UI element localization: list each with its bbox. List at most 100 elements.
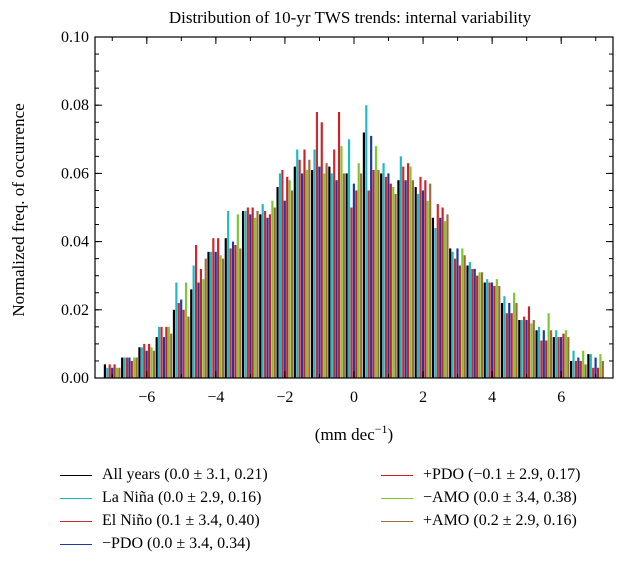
bar-series-5-bin-27 [582, 350, 585, 378]
legend-swatch [60, 497, 92, 499]
bar-series-1-bin-26 [555, 330, 558, 378]
bar-series-4-bin-9 [268, 214, 272, 378]
bar-series-2-bin-3 [160, 326, 163, 378]
bar-series-2-bin-21 [471, 268, 474, 378]
bar-series-0-bin-2 [138, 347, 141, 378]
bars-group [103, 105, 604, 379]
bar-series-6-bin-21 [480, 272, 484, 378]
bar-series-3-bin-19 [439, 217, 442, 378]
bar-series-6-bin-13 [342, 173, 345, 378]
bar-series-5-bin-21 [478, 272, 481, 378]
bar-series-4-bin-2 [148, 343, 151, 378]
bar-series-4-bin-24 [527, 306, 531, 378]
bar-series-4-bin-18 [424, 180, 427, 378]
y-axis-label: Normalized freq. of occurrence [9, 103, 28, 316]
bar-series-1-bin-24 [520, 320, 523, 378]
bar-series-2-bin-20 [453, 258, 457, 378]
bar-series-2-bin-10 [281, 169, 284, 378]
bar-series-1-bin-6 [209, 251, 212, 378]
bar-series-5-bin-14 [357, 163, 360, 378]
bar-series-1-bin-13 [330, 173, 333, 378]
x-axis-label-main: (mm dec [315, 425, 375, 444]
bar-series-3-bin-3 [162, 337, 166, 378]
bar-series-2-bin-11 [298, 159, 301, 378]
bar-series-5-bin-8 [254, 217, 257, 378]
bar-series-1-bin-25 [537, 326, 541, 378]
bar-series-6-bin-11 [308, 159, 311, 378]
bar-series-2-bin-15 [367, 190, 370, 378]
y-tick-label: 0.02 [61, 302, 89, 319]
bar-series-0-bin-23 [500, 302, 504, 378]
legend-label: El Niño (0.1 ± 3.4, 0.40) [102, 512, 260, 529]
bar-series-6-bin-5 [204, 258, 207, 378]
legend-label: −AMO (0.0 ± 3.4, 0.38) [423, 489, 577, 506]
bar-series-4-bin-25 [545, 340, 548, 378]
legend-label: −PDO (0.0 ± 3.4, 0.34) [102, 535, 251, 552]
bar-series-6-bin-22 [498, 285, 501, 378]
bar-series-4-bin-5 [199, 268, 202, 378]
legend-item-plus-pdo: +PDO (−0.1 ± 2.9, 0.17) [381, 464, 581, 486]
bar-series-1-bin-0 [106, 367, 109, 378]
bar-series-6-bin-1 [135, 357, 138, 378]
bar-series-0-bin-13 [328, 166, 331, 378]
bar-series-5-bin-19 [443, 221, 447, 378]
bar-series-3-bin-21 [473, 268, 476, 378]
bar-series-1-bin-3 [158, 326, 161, 378]
bar-series-2-bin-1 [125, 357, 129, 378]
bar-series-2-bin-5 [194, 245, 198, 378]
bar-series-1-bin-17 [399, 156, 402, 378]
bar-series-3-bin-6 [214, 251, 217, 378]
bar-series-0-bin-26 [552, 337, 555, 378]
bar-series-4-bin-7 [234, 245, 237, 378]
bar-series-6-bin-20 [463, 255, 466, 378]
bar-series-3-bin-9 [266, 217, 269, 378]
bar-series-3-bin-26 [559, 337, 563, 378]
bar-series-5-bin-13 [340, 146, 343, 378]
bar-series-6-bin-23 [515, 302, 518, 378]
bar-series-6-bin-27 [584, 364, 587, 378]
bar-series-5-bin-10 [288, 180, 291, 378]
bar-series-0-bin-17 [397, 180, 400, 378]
x-tick-label: −6 [138, 389, 155, 406]
bar-series-1-bin-19 [434, 227, 437, 378]
bar-series-3-bin-14 [352, 183, 355, 378]
bar-series-2-bin-0 [108, 364, 111, 378]
bar-series-6-bin-15 [377, 169, 380, 378]
bar-series-3-bin-11 [300, 173, 304, 378]
bar-series-2-bin-18 [419, 176, 422, 378]
bar-series-5-bin-4 [184, 282, 188, 378]
bar-series-4-bin-4 [182, 309, 185, 378]
bar-series-6-bin-19 [446, 214, 449, 378]
bar-series-6-bin-8 [256, 210, 259, 378]
bar-series-1-bin-28 [589, 354, 592, 378]
legend-label: +PDO (−0.1 ± 2.9, 0.17) [423, 466, 581, 483]
legend-swatch [381, 474, 413, 476]
bar-series-4-bin-15 [372, 169, 375, 378]
legend-item-minus-pdo: −PDO (0.0 ± 3.4, 0.34) [60, 533, 250, 555]
bar-series-6-bin-0 [118, 367, 121, 378]
legend-label: +AMO (0.2 ± 2.9, 0.16) [423, 512, 577, 529]
bar-series-1-bin-23 [503, 296, 506, 378]
bar-series-2-bin-24 [523, 316, 526, 378]
bar-series-4-bin-21 [476, 275, 479, 378]
axes-group: 0.00 0.02 0.04 0.06 0.08 0.10 −6 −4 −2 0 2 4 6 [61, 29, 613, 406]
bar-series-6-bin-9 [273, 207, 276, 378]
bar-series-6-bin-12 [325, 163, 328, 378]
x-tick-label: −2 [276, 389, 293, 406]
bar-series-1-bin-18 [417, 193, 420, 378]
bar-series-6-bin-10 [290, 190, 294, 378]
legend-swatch [60, 474, 92, 476]
legend-swatch [381, 520, 413, 522]
bar-series-0-bin-25 [535, 330, 538, 378]
bar-series-6-bin-6 [221, 258, 225, 378]
x-axis-label-close: ) [388, 425, 394, 444]
y-tick-label: 0.04 [61, 234, 89, 251]
legend-item-plus-amo: +AMO (0.2 ± 2.9, 0.16) [381, 510, 577, 532]
bar-series-4-bin-3 [165, 326, 168, 378]
bar-series-2-bin-16 [384, 176, 388, 378]
bar-series-0-bin-11 [293, 166, 296, 378]
bar-series-2-bin-14 [350, 207, 353, 378]
bar-series-2-bin-25 [540, 340, 543, 378]
bar-series-1-bin-5 [192, 265, 195, 378]
